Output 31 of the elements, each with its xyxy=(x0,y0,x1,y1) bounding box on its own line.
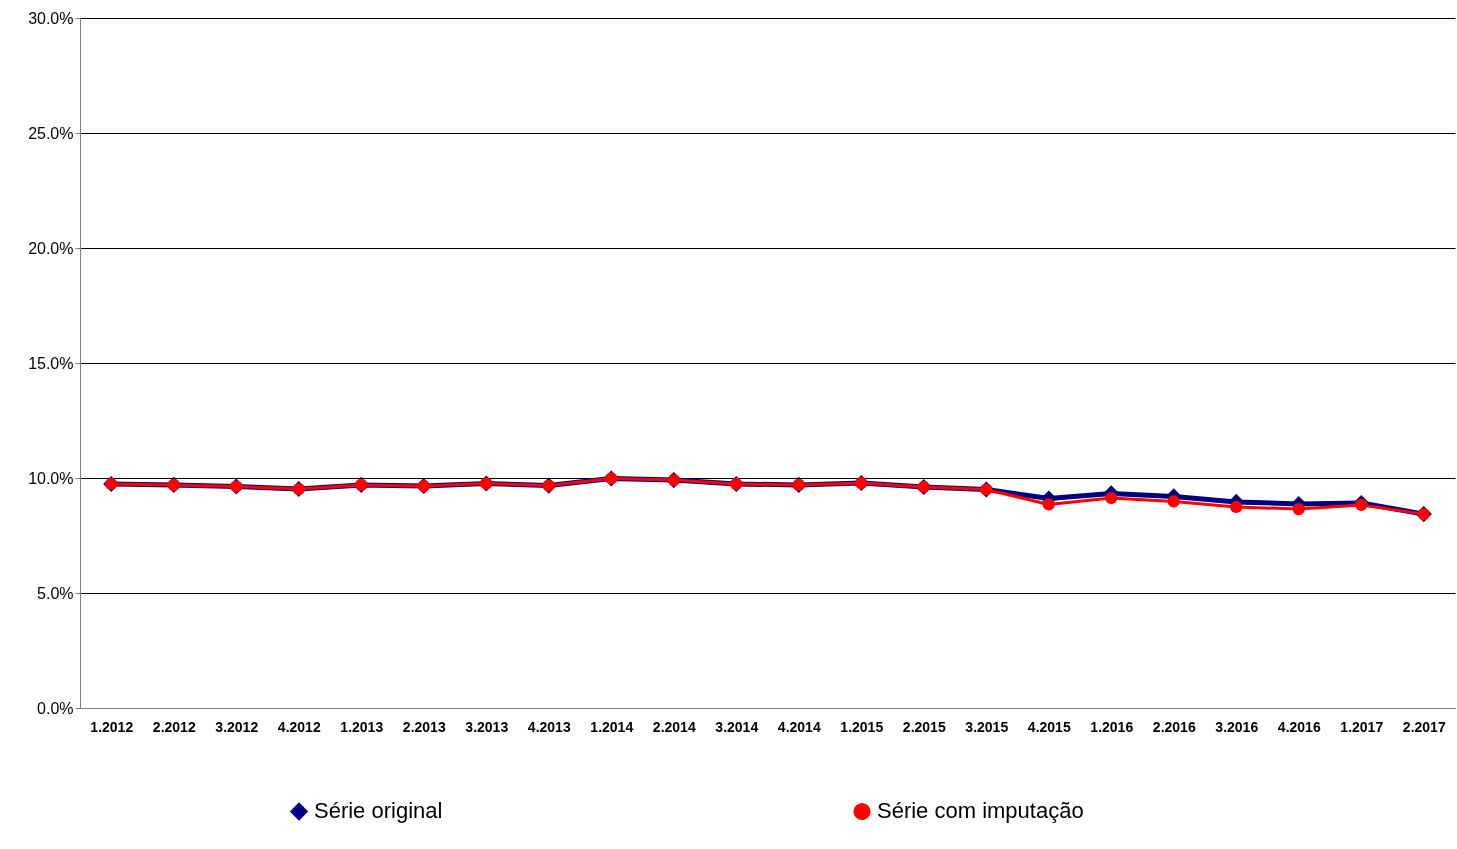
x-tick-label: 2.2015 xyxy=(902,718,946,735)
x-tick-label: 1.2016 xyxy=(1090,718,1134,735)
legend-label: Série original xyxy=(314,798,443,824)
x-tick-label: 4.2013 xyxy=(527,718,571,735)
x-tick-label: 4.2016 xyxy=(1277,718,1321,735)
x-tick-label: 3.2015 xyxy=(965,718,1009,735)
y-tick-label: 15.0% xyxy=(28,354,74,372)
x-tick-label: 4.2015 xyxy=(1027,718,1071,735)
x-tick-label: 1.2013 xyxy=(340,718,384,735)
x-tick-label: 3.2013 xyxy=(465,718,509,735)
y-tick-label: 0.0% xyxy=(37,699,74,717)
x-tick-label: 2.2013 xyxy=(402,718,446,735)
x-tick-label: 1.2012 xyxy=(90,718,134,735)
x-tick-label: 3.2014 xyxy=(715,718,759,735)
y-tick-label: 5.0% xyxy=(37,584,74,602)
y-tick-label: 30.0% xyxy=(28,9,74,27)
x-tick-label: 2.2014 xyxy=(652,718,696,735)
y-tick-label: 20.0% xyxy=(28,239,74,257)
x-tick-label: 3.2016 xyxy=(1215,718,1259,735)
legend-label: Série com imputação xyxy=(877,798,1084,824)
x-tick-label: 4.2014 xyxy=(777,718,821,735)
x-tick-label: 1.2017 xyxy=(1340,718,1384,735)
x-tick-label: 1.2014 xyxy=(590,718,634,735)
x-tick-label: 3.2012 xyxy=(215,718,259,735)
x-tick-label: 2.2016 xyxy=(1152,718,1196,735)
y-tick-label: 10.0% xyxy=(28,469,74,487)
x-tick-label: 2.2017 xyxy=(1402,718,1446,735)
y-tick-label: 25.0% xyxy=(28,124,74,142)
x-tick-label: 1.2015 xyxy=(840,718,884,735)
x-tick-label: 2.2012 xyxy=(152,718,196,735)
x-tick-label: 4.2012 xyxy=(277,718,321,735)
